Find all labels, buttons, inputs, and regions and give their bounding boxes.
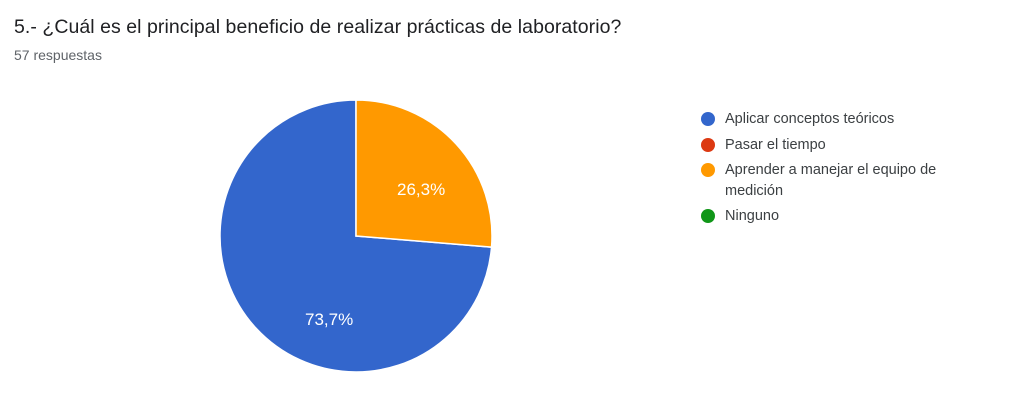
question-block: 5.- ¿Cuál es el principal beneficio de r… [14,14,994,65]
pie-chart-svg: 26,3% 73,7% [219,100,493,373]
pie-slice-aprender-a-manejar-el-equipo[interactable] [355,100,493,248]
legend-item-ninguno[interactable]: Ninguno [701,206,1011,227]
legend-item-pasar-el-tiempo[interactable]: Pasar el tiempo [701,135,1011,156]
legend-swatch-icon [701,209,715,223]
legend-swatch-icon [701,112,715,126]
response-count: 57 respuestas [14,47,102,63]
page-title: 5.- ¿Cuál es el principal beneficio de r… [14,16,622,38]
pie-slices [219,100,493,373]
pie-slice-label-aprender: 26,3% [397,180,445,199]
legend-item-aprender-a-manejar-el-equipo[interactable]: Aprender a manejar el equipo de medición [701,160,1011,201]
legend-item-label: Ninguno [725,208,780,224]
pie-chart: 26,3% 73,7% [200,100,520,390]
legend-swatch-icon [701,163,715,177]
chart-area: 26,3% 73,7% Aplicar conceptos teóricos P… [0,86,1024,416]
legend-item-aplicar-conceptos-teoricos[interactable]: Aplicar conceptos teóricos [701,109,1011,130]
legend-item-label: Aplicar conceptos teóricos [725,111,895,127]
legend-item-label: Pasar el tiempo [725,136,826,153]
pie-slice-label-aplicar: 73,7% [305,310,353,329]
chart-legend: Aplicar conceptos teóricos Pasar el tiem… [701,109,1011,232]
legend-swatch-icon [701,137,715,152]
legend-item-label: Aprender a manejar el equipo de medición [725,162,937,199]
